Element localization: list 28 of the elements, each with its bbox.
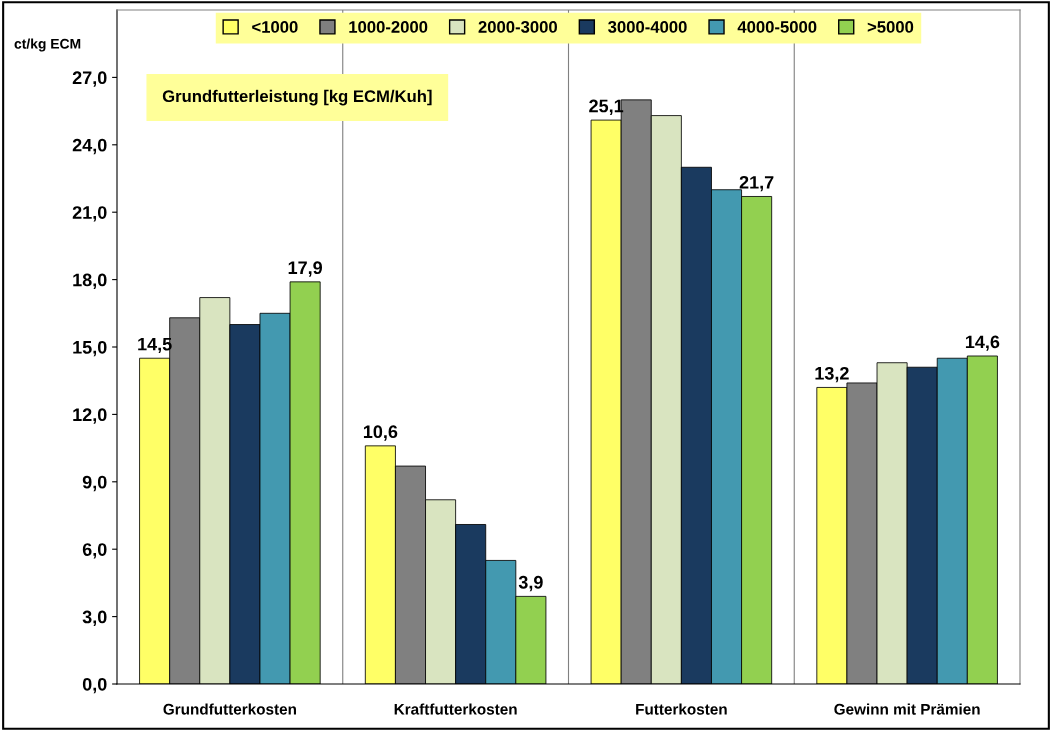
legend-label: 3000-4000 bbox=[608, 21, 687, 33]
y-tick-label: 27,0 bbox=[72, 71, 107, 87]
legend-title: Grundfutterleistung [kg ECM/Kuh] bbox=[162, 89, 432, 106]
y-tick-label: 9,0 bbox=[82, 475, 107, 492]
legend-label: 1000-2000 bbox=[349, 21, 428, 33]
data-label: 14,6 bbox=[965, 335, 1000, 351]
y-tick-label: 0,0 bbox=[82, 677, 107, 694]
y-tick-label: 18,0 bbox=[73, 273, 107, 289]
y-tick-label: 6,0 bbox=[82, 543, 107, 559]
y-tick-label: 21,0 bbox=[72, 206, 107, 222]
legend-label: 2000-3000 bbox=[478, 21, 557, 33]
y-tick-label: 3,0 bbox=[82, 610, 107, 626]
legend-label: >5000 bbox=[867, 21, 914, 33]
data-label: 17,9 bbox=[288, 261, 323, 277]
y-tick-label: 12,0 bbox=[73, 408, 107, 424]
y-axis-title: ct/kg ECM bbox=[14, 38, 81, 52]
data-label: 3,9 bbox=[518, 575, 543, 592]
y-tick-label: 15,0 bbox=[73, 340, 107, 357]
x-tick-label: Grundfutterkosten bbox=[163, 703, 296, 715]
x-tick-label: Gewinn mit Prämien bbox=[834, 703, 980, 715]
data-label: 21,7 bbox=[739, 175, 774, 192]
y-tick-label: 24,0 bbox=[72, 138, 107, 155]
data-label: 13,2 bbox=[815, 366, 849, 383]
legend-label: <1000 bbox=[252, 21, 298, 33]
data-label: 10,6 bbox=[363, 425, 398, 441]
x-tick-label: Futterkosten bbox=[636, 703, 727, 715]
x-tick-label: Kraftfutterkosten bbox=[394, 703, 517, 715]
legend-label: 4000-5000 bbox=[737, 21, 817, 33]
